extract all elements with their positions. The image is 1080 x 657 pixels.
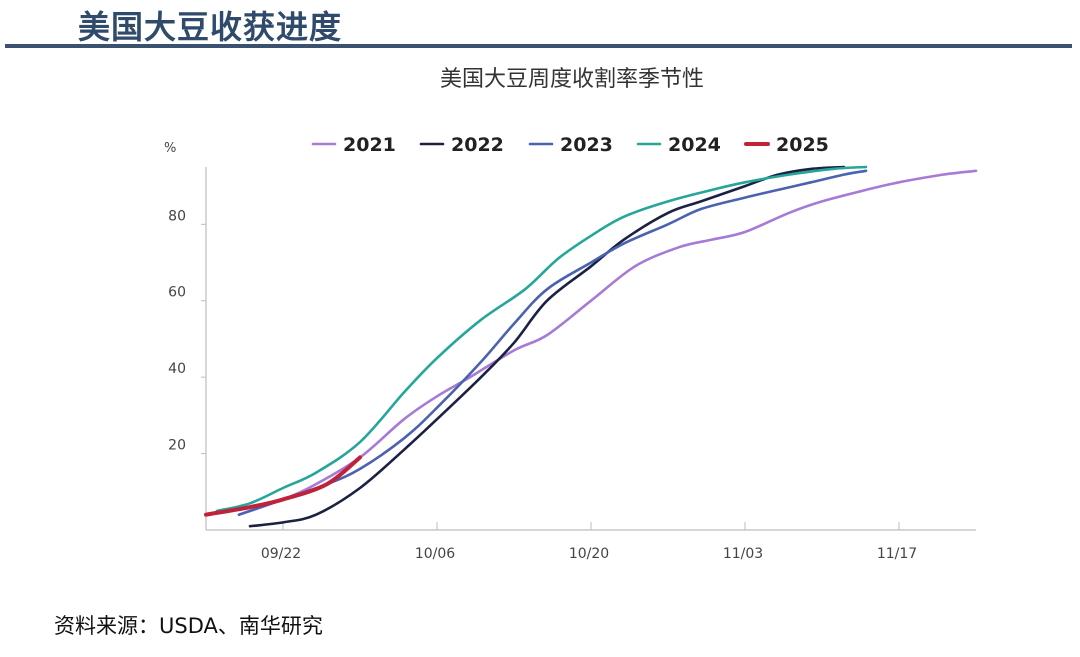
y-tick-label: 60	[168, 285, 186, 301]
series-line-2022	[248, 165, 846, 528]
series-line-2021	[237, 169, 978, 516]
x-tick-label: 09/22	[261, 546, 301, 562]
chart-legend: 2021 2022 2023 2024 2025	[311, 134, 829, 156]
y-tick-label: 40	[168, 361, 186, 377]
chart: 美国大豆周度收割率季节性 2021 2022 2023 2024 2025 % 20 40…	[164, 67, 978, 562]
legend-label-2021: 2021	[343, 134, 396, 156]
y-tick-label: 20	[168, 438, 186, 454]
legend-label-2023: 2023	[560, 134, 613, 156]
legend-label-2025: 2025	[776, 134, 829, 156]
y-axis-unit: %	[164, 141, 176, 156]
series-line-2023	[237, 169, 868, 516]
series-line-2025	[204, 455, 362, 517]
chart-axes: 20 40 60 80 09/22 10/06 10/20 11/03 11/17	[168, 167, 976, 562]
chart-title: 美国大豆周度收割率季节性	[440, 67, 704, 92]
chart-series	[204, 165, 978, 528]
x-tick-label: 11/17	[877, 546, 917, 562]
series-line-2024	[215, 165, 868, 513]
title-rule	[5, 44, 1072, 48]
x-tick-label: 10/06	[415, 546, 455, 562]
legend-label-2022: 2022	[451, 134, 504, 156]
source-note: 资料来源：USDA、南华研究	[54, 614, 323, 638]
page-title: 美国大豆收获进度	[78, 8, 343, 46]
x-tick-label: 11/03	[723, 546, 763, 562]
x-tick-label: 10/20	[569, 546, 609, 562]
legend-label-2024: 2024	[668, 134, 721, 156]
y-tick-label: 80	[168, 208, 186, 224]
